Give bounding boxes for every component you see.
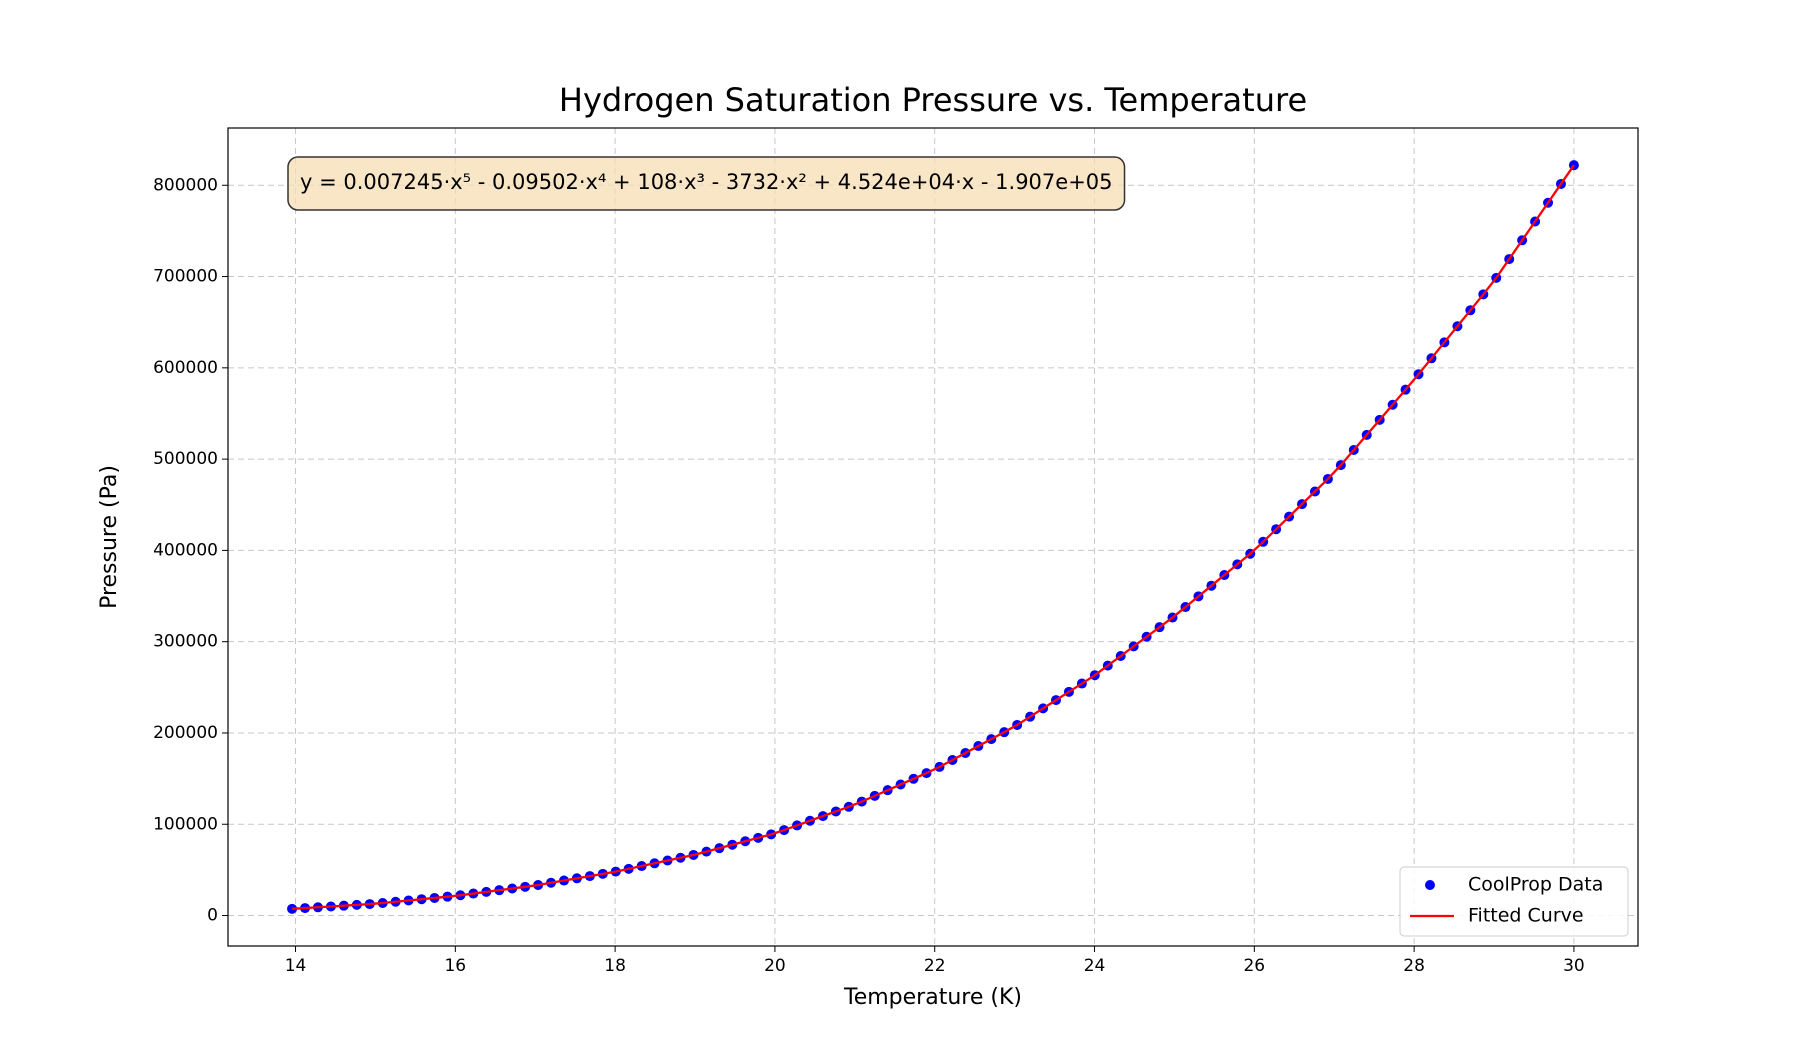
legend-box <box>1399 866 1629 937</box>
x-tick-label: 14 <box>285 956 307 976</box>
x-tick-label: 20 <box>764 956 786 976</box>
y-tick-label: 0 <box>207 906 218 926</box>
y-tick-label: 300000 <box>153 632 218 652</box>
y-tick-label: 800000 <box>153 175 218 195</box>
annotation: y = 0.007245·x⁵ - 0.09502·x⁴ + 108·x³ - … <box>287 156 1126 211</box>
x-tick-label: 30 <box>1563 956 1585 976</box>
fitted-line <box>292 164 1575 910</box>
legend-label: Fitted Curve <box>1468 905 1584 927</box>
y-tick-label: 400000 <box>153 540 218 560</box>
y-tick-label: 700000 <box>153 267 218 287</box>
x-tick-label: 22 <box>924 956 946 976</box>
legend-label: CoolProp Data <box>1468 874 1603 896</box>
annotation-text: y = 0.007245·x⁵ - 0.09502·x⁴ + 108·x³ - … <box>300 170 1113 194</box>
chart-title: Hydrogen Saturation Pressure vs. Tempera… <box>559 81 1307 119</box>
x-tick-label: 24 <box>1084 956 1106 976</box>
y-tick-label: 600000 <box>153 358 218 378</box>
annotation-box <box>287 156 1126 211</box>
x-tick-label: 16 <box>444 956 466 976</box>
x-tick-label: 18 <box>604 956 626 976</box>
y-tick-label: 500000 <box>153 449 218 469</box>
x-tick-label: 26 <box>1243 956 1265 976</box>
y-tick-label: 100000 <box>153 814 218 834</box>
y-axis-label: Pressure (Pa) <box>97 465 122 609</box>
y-tick-label: 200000 <box>153 723 218 743</box>
legend-marker <box>1425 880 1435 890</box>
x-axis-label: Temperature (K) <box>843 985 1022 1010</box>
plot-frame <box>227 127 1639 947</box>
x-tick-label: 28 <box>1403 956 1425 976</box>
